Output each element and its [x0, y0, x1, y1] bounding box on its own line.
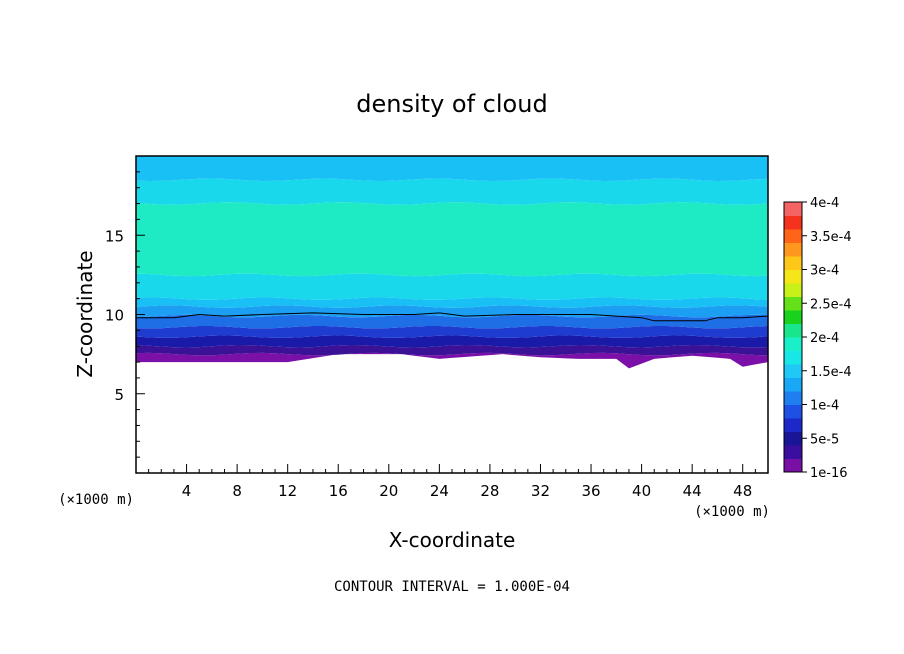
colorbar-segment	[784, 391, 802, 405]
y-tick-label: 15	[105, 227, 124, 245]
colorbar-tick-label: 3e-4	[810, 264, 839, 279]
colorbar-segment	[784, 458, 802, 473]
colorbar-tick-label: 2e-4	[810, 331, 839, 346]
contour-band-7	[136, 273, 768, 300]
colorbar-tick-label: 5e-5	[810, 432, 839, 447]
contour-band-4	[136, 314, 768, 329]
colorbar-segment	[784, 269, 802, 284]
z-unit-label: (×1000 m)	[58, 492, 134, 508]
x-tick-label: 4	[182, 482, 192, 500]
x-tick-label: 32	[531, 482, 550, 500]
y-tick-label: 5	[114, 386, 124, 404]
y-axis-label: Z-coordinate	[73, 250, 97, 377]
colorbar-segment	[784, 350, 802, 365]
y-axis-ticks: 5 10 15	[105, 171, 145, 458]
chart-title: density of cloud	[356, 90, 547, 118]
contour-interval-note: CONTOUR INTERVAL = 1.000E-04	[334, 579, 570, 595]
contour-line-group	[136, 312, 768, 322]
x-tick-label: 40	[632, 482, 651, 500]
colorbar-segment	[784, 256, 802, 270]
contour-band-8	[136, 202, 768, 277]
colorbar-segment	[784, 229, 802, 243]
colorbar-tick-label: 1e-16	[810, 466, 848, 481]
contour-band-2	[136, 335, 768, 348]
colorbar-tick-label: 1.5e-4	[810, 365, 852, 380]
colorbar-segment	[784, 202, 802, 216]
colorbar	[783, 201, 803, 473]
contour-band-1	[136, 345, 768, 356]
colorbar-tick-label: 2.5e-4	[810, 297, 852, 312]
contour-band-5	[136, 305, 768, 318]
x-tick-label: 48	[733, 482, 752, 500]
contour-band-0	[136, 352, 768, 369]
colorbar-tick-label: 4e-4	[810, 196, 839, 211]
contour-line-1e-4	[136, 312, 768, 322]
x-axis-label: X-coordinate	[389, 528, 516, 552]
colorbar-segment	[784, 431, 802, 446]
x-tick-label: 20	[379, 482, 398, 500]
colorbar-segment	[784, 337, 802, 351]
colorbar-segment	[784, 404, 802, 419]
colorbar-segment	[784, 445, 802, 459]
x-tick-label: 8	[232, 482, 242, 500]
colorbar-segment	[784, 323, 802, 338]
colorbar-tick-label: 3.5e-4	[810, 230, 852, 245]
colorbar-segment	[784, 242, 802, 257]
colorbar-segment	[784, 310, 802, 324]
colorbar-tick-label: 1e-4	[810, 399, 839, 414]
colorbar-labels: 1e-16 5e-5 1e-4 1.5e-4 2e-4 2.5e-4 3e-4 3.5e-4 4…	[802, 196, 852, 481]
colorbar-segment	[784, 215, 802, 230]
x-tick-label: 28	[480, 482, 499, 500]
x-unit-label: (×1000 m)	[694, 504, 770, 520]
contour-band-6	[136, 297, 768, 308]
colorbar-segment	[784, 377, 802, 392]
x-tick-label: 36	[581, 482, 600, 500]
x-tick-label: 24	[430, 482, 449, 500]
contour-fill-bands	[136, 156, 768, 369]
x-tick-label: 44	[683, 482, 702, 500]
x-tick-label: 12	[278, 482, 297, 500]
contour-band-3	[136, 326, 768, 338]
colorbar-segment	[784, 418, 802, 432]
contour-band-9	[136, 178, 768, 205]
colorbar-segment	[784, 296, 802, 311]
colorbar-segment	[784, 283, 802, 297]
x-tick-label: 16	[329, 482, 348, 500]
contour-band-10	[136, 156, 768, 181]
x-axis-ticks: 4 8 12 16 20 24 28 32 36 40 44 48	[148, 464, 756, 500]
colorbar-segment	[784, 364, 802, 378]
y-tick-label: 10	[105, 307, 124, 325]
